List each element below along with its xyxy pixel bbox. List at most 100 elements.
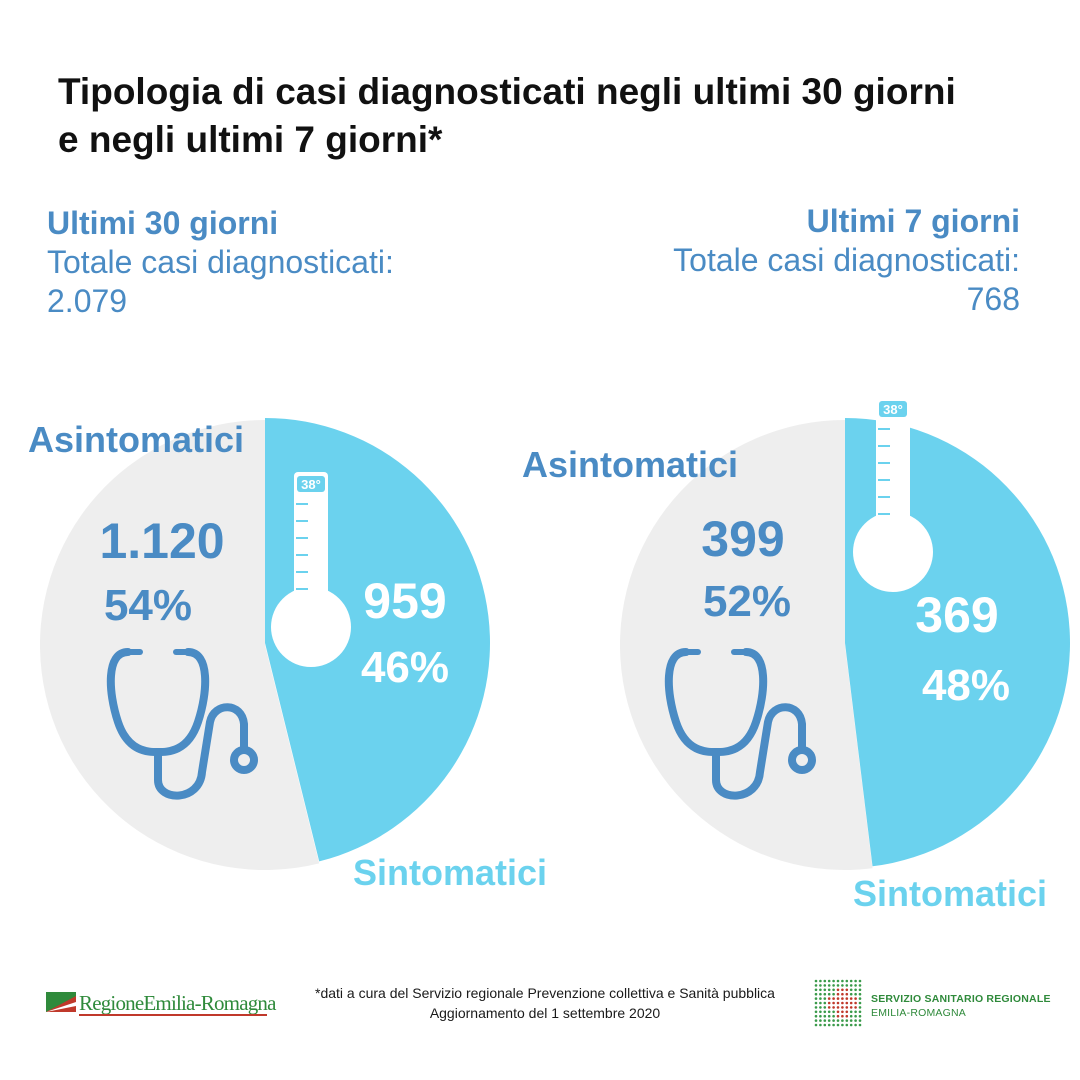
title-line-2: e negli ultimi 7 giorni* [58, 119, 443, 160]
ssr-dot [827, 1010, 831, 1014]
ssr-dot [845, 1010, 849, 1014]
ssr-dot [819, 984, 822, 987]
ssr-dot [814, 1019, 818, 1022]
stethoscope-chestpiece [788, 746, 816, 774]
ssr-dot [854, 1010, 857, 1014]
ssr-dot [832, 1006, 835, 1009]
percent-sintomatici: 46% [361, 643, 449, 692]
ssr-dot [823, 992, 827, 996]
ssr-dot [827, 992, 831, 996]
summary-7-label: Totale casi diagnosticati: [673, 242, 1020, 278]
ssr-dot [832, 1019, 835, 1022]
ssr-dot [841, 997, 844, 1000]
servizio-sanitario-logo: SERVIZIO SANITARIO REGIONALE EMILIA-ROMA… [813, 978, 1050, 1028]
ssr-dot [841, 1014, 844, 1018]
thermometer-icon: 38° [853, 397, 933, 592]
ssr-dot [858, 988, 862, 992]
ssr-dot [849, 1001, 853, 1005]
thermometer-label: 38° [883, 402, 903, 417]
percent-asintomatici: 52% [703, 577, 791, 626]
ssr-dot [854, 992, 857, 996]
ssr-dot [827, 1019, 831, 1022]
ssr-dot [854, 997, 857, 1000]
ssr-dot [841, 1019, 844, 1022]
ssr-dot [836, 1001, 840, 1005]
ssr-dot [814, 1006, 818, 1009]
slice-asintomatici [40, 420, 320, 870]
ssr-dot [849, 1014, 853, 1018]
thermometer-label-box [879, 401, 907, 417]
ssr-dot [836, 988, 840, 992]
ssr-dot [841, 988, 844, 992]
stethoscope-icon [664, 648, 816, 800]
thermometer-bulb [853, 512, 933, 592]
stethoscope-hose [712, 703, 806, 800]
ssr-dot [841, 979, 844, 983]
summary-30-total: 2.079 [47, 283, 128, 319]
label-asintomatici: Asintomatici [28, 419, 244, 460]
ssr-dot [836, 997, 840, 1000]
ssr-dot [858, 1019, 862, 1022]
thermometer-tube [876, 397, 910, 537]
ssr-dot [819, 1001, 822, 1005]
ssr-dot [827, 1006, 831, 1009]
ssr-dot [849, 997, 853, 1000]
ssr-dot [845, 997, 849, 1000]
ssr-dot [836, 1019, 840, 1022]
ssr-dot [819, 1019, 822, 1022]
ssr-dot [858, 1001, 862, 1005]
ssr-dot [849, 1023, 853, 1027]
ssr-dot [823, 1006, 827, 1009]
ssr-dot [819, 1006, 822, 1009]
summary-7-days: Ultimi 7 giorni Totale casi diagnosticat… [673, 202, 1020, 319]
ssr-dot [832, 1014, 835, 1018]
thermometer-bulb [271, 587, 351, 667]
ssr-dot [854, 979, 857, 983]
ssr-dot [858, 979, 862, 983]
ssr-dot [823, 1014, 827, 1018]
ssr-dot [814, 984, 818, 987]
regione-logo-text: RegioneEmilia-Romagna [79, 991, 276, 1015]
ssr-dot [819, 997, 822, 1000]
thermometer-icon: 38° [271, 472, 351, 667]
summary-7-total: 768 [966, 281, 1020, 317]
ssr-dot [841, 984, 844, 987]
ssr-dot [827, 979, 831, 983]
ssr-dot [845, 1019, 849, 1022]
ssr-dot [841, 1006, 844, 1009]
ssr-dot [854, 1006, 857, 1009]
ssr-dot [849, 988, 853, 992]
ssr-dot [832, 1001, 835, 1005]
stethoscope-icon [106, 648, 258, 800]
percent-asintomatici: 54% [104, 581, 192, 630]
ssr-dot [854, 1023, 857, 1027]
ssr-dot [823, 1019, 827, 1022]
ssr-dot [858, 997, 862, 1000]
ssr-dot [827, 1001, 831, 1005]
ssr-dot [814, 1014, 818, 1018]
percent-sintomatici: 48% [922, 661, 1010, 710]
ssr-dot [841, 992, 844, 996]
stethoscope-chestpiece [230, 746, 258, 774]
ssr-dot [845, 992, 849, 996]
ssr-dot [836, 1006, 840, 1009]
ssr-dot [841, 1010, 844, 1014]
ssr-dot [845, 1001, 849, 1005]
ssr-dot [814, 1023, 818, 1027]
summary-30-days: Ultimi 30 giorni Totale casi diagnostica… [47, 204, 394, 321]
ssr-dot [823, 1001, 827, 1005]
value-asintomatici: 1.120 [99, 513, 224, 569]
ssr-dot [836, 984, 840, 987]
summary-7-title: Ultimi 7 giorni [806, 203, 1020, 239]
page-title: Tipologia di casi diagnosticati negli ul… [58, 68, 1058, 164]
ssr-dot [845, 1006, 849, 1009]
ssr-dot [832, 997, 835, 1000]
ssr-dot [814, 1001, 818, 1005]
ssr-dot [836, 1010, 840, 1014]
ssr-dot [849, 1006, 853, 1009]
ssr-dot [819, 992, 822, 996]
ssr-dot [823, 997, 827, 1000]
thermometer-label: 38° [301, 477, 321, 492]
ssr-dot [845, 988, 849, 992]
ssr-dot [849, 979, 853, 983]
